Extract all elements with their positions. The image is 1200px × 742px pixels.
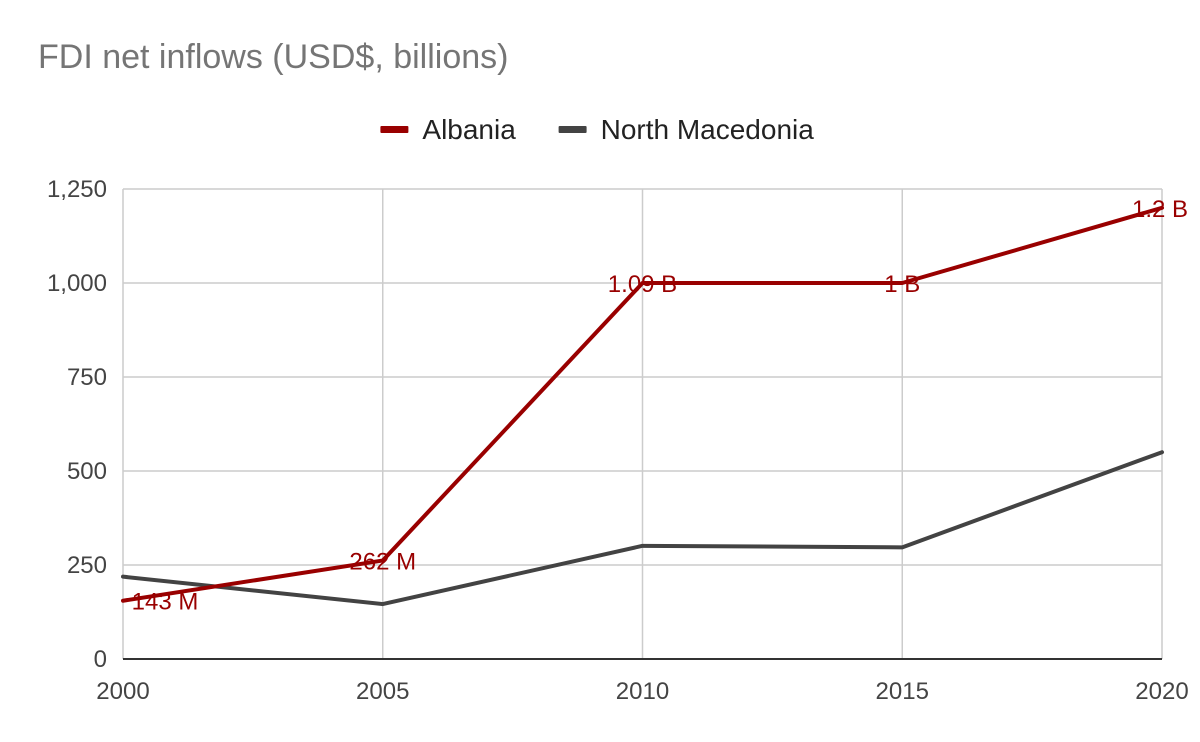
data-label: 143 M <box>132 589 199 616</box>
x-tick-label: 2015 <box>876 678 929 705</box>
data-label: 262 M <box>349 548 416 575</box>
x-tick-label: 2010 <box>616 678 669 705</box>
legend-label: North Macedonia <box>601 114 815 145</box>
data-label: 1.2 B <box>1132 196 1188 223</box>
x-tick-label: 2000 <box>96 678 149 705</box>
axes: 0 250 500 750 1,000 1,250 2000 2005 2010 2015 2020 <box>47 176 1189 705</box>
legend-label: Albania <box>422 114 516 145</box>
y-tick-label: 1,000 <box>47 270 107 297</box>
y-tick-label: 1,250 <box>47 176 107 203</box>
series-line-albania <box>121 205 1164 603</box>
legend-swatch <box>558 126 587 133</box>
data-label: 1 B <box>884 271 920 298</box>
y-tick-label: 750 <box>67 364 107 391</box>
y-tick-label: 250 <box>67 552 107 579</box>
data-label: 1.09 B <box>608 271 677 298</box>
series-lines <box>121 205 1164 607</box>
x-tick-label: 2005 <box>356 678 409 705</box>
series-line-north-macedonia <box>121 450 1164 607</box>
x-tick-label: 2020 <box>1135 678 1188 705</box>
data-labels: 143 M 262 M 1.09 B 1 B 1.2 B <box>132 196 1188 616</box>
y-tick-label: 0 <box>94 646 107 673</box>
y-tick-label: 500 <box>67 458 107 485</box>
legend-swatch <box>380 126 409 133</box>
chart-title: FDI net inflows (USD$, billions) <box>38 38 509 76</box>
gridlines <box>123 188 1163 659</box>
legend: Albania North Macedonia <box>380 114 814 145</box>
